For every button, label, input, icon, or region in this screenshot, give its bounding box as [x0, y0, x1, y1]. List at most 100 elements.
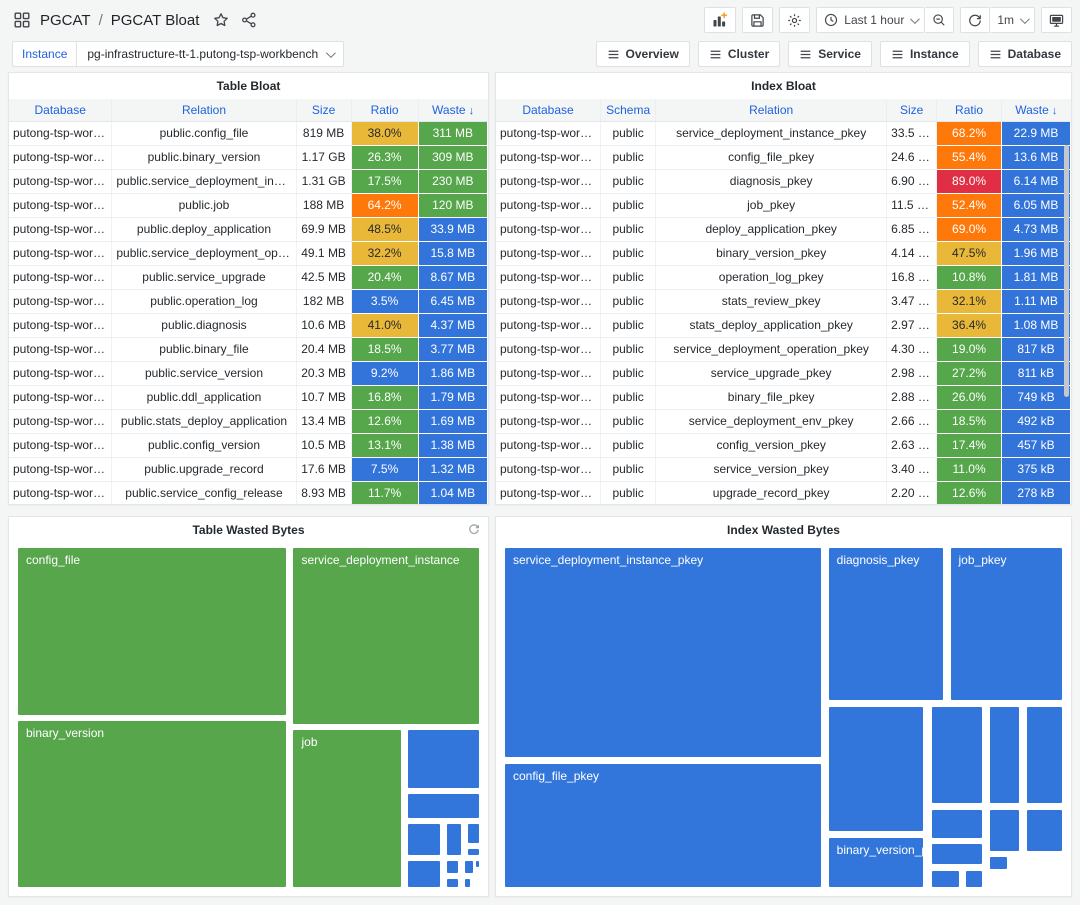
refresh-button[interactable] [960, 7, 991, 33]
treemap-cell-deploy-application[interactable] [407, 729, 480, 790]
column-header-database[interactable]: Database [9, 99, 113, 122]
treemap-cell-service-deployment-operation-pkey[interactable] [930, 808, 983, 839]
treemap-cell-service-deployment-operation[interactable] [407, 793, 480, 820]
chevron-down-icon [1019, 13, 1030, 24]
dash-link-overview[interactable]: Overview [595, 41, 690, 67]
column-header-size[interactable]: Size [886, 99, 938, 122]
cell-size: 2.88 MB [886, 385, 938, 410]
column-header-size[interactable]: Size [296, 99, 352, 122]
dash-link-database[interactable]: Database [977, 41, 1072, 67]
treemap-cell-stats-deploy-application-pkey[interactable] [1026, 706, 1063, 805]
treemap-cell-config-file[interactable]: config_file [17, 547, 287, 717]
treemap-cell-deploy-application-pkey[interactable] [827, 706, 925, 833]
share-icon[interactable] [239, 10, 259, 30]
column-header-label: Waste [1015, 102, 1049, 117]
cell-waste: 6.14 MB [1001, 169, 1071, 194]
panel-header[interactable]: Table Bloat [9, 73, 488, 99]
treemap-cell-ddl-application[interactable] [446, 860, 459, 875]
treemap-cell-label: diagnosis_pkey [836, 553, 920, 567]
cell-schema: public [600, 169, 657, 194]
panel-header[interactable]: Table Wasted Bytes [9, 517, 488, 543]
treemap-cell-upgrade-record-pkey[interactable] [988, 855, 1008, 870]
treemap-cell-service-version-pkey[interactable] [965, 869, 983, 888]
treemap-cell-binary-version[interactable]: binary_version [17, 720, 287, 888]
column-header-database[interactable]: Database [496, 99, 602, 122]
time-range-picker[interactable]: Last 1 hour [816, 7, 926, 33]
panel-header[interactable]: Index Wasted Bytes [496, 517, 1071, 543]
scrollbar-thumb[interactable] [1064, 145, 1069, 397]
panel-header[interactable]: Index Bloat [496, 73, 1071, 99]
treemap-cell-diagnosis-pkey[interactable]: diagnosis_pkey [827, 547, 944, 702]
treemap-cell-job[interactable]: job [292, 729, 402, 888]
column-header-waste[interactable]: Waste ↓ [1001, 99, 1071, 122]
cell-database: putong-tsp-workbench [496, 265, 602, 290]
column-header-schema[interactable]: Schema [600, 99, 657, 122]
cell-waste: 311 MB [417, 121, 488, 146]
refresh-interval-picker[interactable]: 1m [990, 7, 1035, 33]
column-header-ratio[interactable]: Ratio [351, 99, 419, 122]
save-dashboard-icon [751, 13, 765, 27]
column-header-relation[interactable]: Relation [655, 99, 888, 122]
variable-instance-dropdown[interactable]: pg-infrastructure-tt-1.putong-tsp-workbe… [76, 41, 345, 67]
cell-relation: service_upgrade_pkey [655, 361, 888, 386]
treemap-cell-service-config-release[interactable] [475, 860, 480, 869]
breadcrumb-folder[interactable]: PGCAT [40, 11, 91, 29]
cell-database: putong-tsp-workbench [9, 361, 113, 386]
treemap-cell-config-version[interactable] [446, 878, 459, 888]
treemap-cell-upgrade-record[interactable] [463, 878, 472, 888]
hamburger-icon [892, 50, 903, 58]
treemap-cell-operation-log-pkey[interactable] [930, 706, 983, 805]
dashboard-settings-icon [788, 13, 802, 27]
table-wasted-treemap: config_file binary_version service_deploym… [17, 547, 480, 888]
treemap-cell-service-deployment-instance-pkey[interactable]: service_deployment_instance_pkey [504, 547, 823, 759]
star-icon[interactable] [211, 10, 231, 30]
cell-schema: public [600, 337, 657, 362]
cell-relation: public.operation_log [111, 289, 297, 314]
treemap-cell-binary-version-pkey[interactable]: binary_version_pkey [827, 836, 925, 888]
treemap-cell-config-file-pkey[interactable]: config_file_pkey [504, 763, 823, 888]
table-header-row: Database Schema Relation Size Ratio Waste ↓ [496, 99, 1071, 122]
treemap-cell-binary-file-pkey[interactable] [1026, 808, 1063, 852]
time-range-label: Last 1 hour [844, 13, 905, 27]
kiosk-mode-button[interactable] [1041, 7, 1072, 33]
zoom-out-time-button[interactable] [925, 7, 955, 33]
add-panel-button[interactable] [704, 7, 737, 33]
cell-database: putong-tsp-workbench [9, 481, 113, 504]
save-dashboard-button[interactable] [742, 7, 774, 33]
treemap-cell-operation-log[interactable] [446, 823, 463, 856]
treemap-cell-service-version[interactable] [407, 860, 441, 888]
cell-database: putong-tsp-workbench [496, 241, 602, 266]
column-header-label: Waste [432, 102, 466, 117]
cell-waste: 33.9 MB [417, 217, 488, 242]
cell-ratio: 18.5% [936, 409, 1003, 434]
dash-link-cluster[interactable]: Cluster [697, 41, 781, 67]
treemap-cell-service-upgrade[interactable] [407, 823, 441, 856]
cell-waste: 811 kB [1001, 361, 1071, 386]
treemap-cell-stats-deploy-application[interactable] [463, 860, 474, 875]
dash-link-instance[interactable]: Instance [879, 41, 970, 67]
treemap-cell-config-version-pkey[interactable] [930, 869, 960, 888]
table-row: putong-tsp-workbenchpublicbinary_file_pk… [496, 385, 1071, 410]
treemap-cell-binary-file[interactable] [467, 847, 480, 856]
cell-size: 3.40 MB [886, 457, 938, 482]
cell-relation: job_pkey [655, 193, 888, 218]
treemap-cell-stats-review-pkey[interactable] [988, 706, 1020, 805]
dashboard-settings-button[interactable] [779, 7, 811, 33]
column-header-waste[interactable]: Waste ↓ [418, 99, 488, 122]
treemap-cell-label: binary_version [26, 726, 105, 741]
treemap-cell-diagnosis[interactable] [467, 823, 480, 844]
column-header-label: Ratio [955, 102, 984, 117]
panel-title: Table Wasted Bytes [192, 523, 305, 537]
column-header-ratio[interactable]: Ratio [936, 99, 1003, 122]
treemap-cell-job-pkey[interactable]: job_pkey [949, 547, 1063, 702]
treemap-cell-service-upgrade-pkey[interactable] [988, 808, 1020, 852]
apps-grid-icon[interactable] [12, 10, 32, 30]
cell-database: putong-tsp-workbench [9, 337, 113, 362]
cell-size: 10.6 MB [296, 313, 352, 338]
treemap-cell-service-deployment-instance[interactable]: service_deployment_instance [292, 547, 480, 725]
treemap-cell-service-deployment-env-pkey[interactable] [930, 842, 983, 866]
cell-waste: 1.38 MB [417, 433, 488, 458]
dash-link-service[interactable]: Service [788, 41, 872, 67]
column-header-relation[interactable]: Relation [111, 99, 297, 122]
